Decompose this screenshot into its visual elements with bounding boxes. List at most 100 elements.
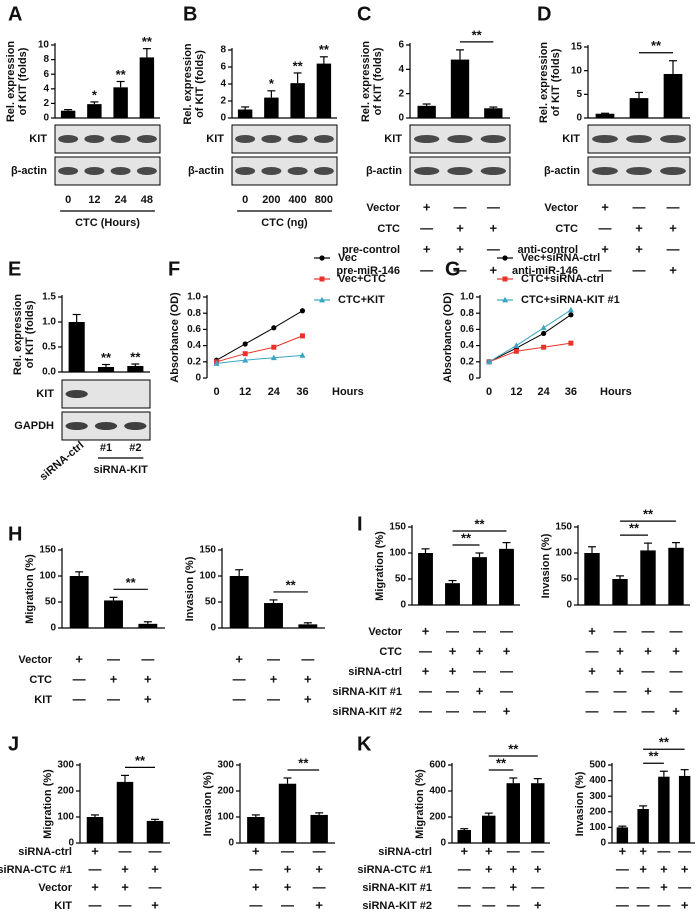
y-tick-label: 0.6	[460, 324, 474, 335]
y-axis-label: Absorbance (OD)	[169, 292, 181, 383]
condition-label: siRNA-ctrl	[18, 846, 72, 858]
y-tick-label: 2	[398, 88, 404, 99]
y-tick-label: 6	[398, 40, 404, 51]
condition-sign: —	[531, 843, 544, 858]
y-tick-label: 0	[468, 373, 474, 384]
significance: **	[651, 38, 662, 53]
y-tick-label: 0	[68, 838, 74, 849]
condition-sign: —	[507, 897, 520, 912]
blot-band	[110, 135, 131, 143]
condition-sign: +	[121, 879, 129, 894]
condition-sign: +	[490, 262, 498, 277]
y-tick-label: 2	[220, 96, 226, 107]
condition-sign: —	[473, 663, 486, 678]
blot-band	[626, 135, 652, 143]
condition-sign: +	[423, 241, 431, 256]
series-line	[216, 354, 303, 364]
condition-sign: +	[304, 671, 312, 686]
blot-band	[84, 135, 105, 143]
blot-band	[414, 167, 440, 175]
y-tick-label: 0	[228, 838, 234, 849]
bar	[69, 576, 89, 628]
condition-sign: +	[660, 861, 668, 876]
significance: **	[496, 755, 507, 770]
y-tick-label: 100	[389, 548, 406, 559]
condition-sign: —	[633, 262, 646, 277]
condition-sign: —	[500, 663, 513, 678]
blot-band	[480, 135, 507, 143]
series-line	[488, 342, 571, 363]
condition-sign: +	[639, 843, 647, 858]
condition-sign: +	[144, 691, 152, 706]
condition-sign: +	[476, 643, 484, 658]
condition-sign: —	[149, 879, 162, 894]
condition-sign: —	[458, 861, 471, 876]
condition-sign: +	[315, 861, 323, 876]
blot-label: KIT	[206, 133, 224, 145]
condition-label: siRNA-ctrl	[348, 666, 402, 678]
condition-sign: —	[473, 703, 486, 718]
condition-sign: +	[660, 879, 668, 894]
condition-sign: +	[235, 651, 243, 666]
marker	[271, 344, 277, 350]
bar	[264, 603, 283, 628]
y-tick-label: 100	[39, 571, 56, 582]
x-tick-label: 24	[538, 386, 551, 398]
blot-band	[58, 167, 79, 175]
blot-band	[287, 167, 308, 175]
condition-sign: +	[639, 861, 647, 876]
blot-band	[447, 167, 473, 175]
condition-sign: +	[304, 691, 312, 706]
y-axis-label: of KIT (folds)	[372, 47, 384, 115]
x-tick-label: 0	[213, 386, 219, 398]
y-tick-label: 200	[217, 786, 234, 797]
condition-sign: —	[487, 199, 500, 214]
significance: **	[648, 749, 659, 764]
bar	[86, 817, 104, 843]
significance: **	[319, 42, 330, 57]
condition-sign: —	[420, 262, 433, 277]
x-tick-label: #1	[100, 442, 112, 454]
condition-sign: +	[509, 861, 517, 876]
bar	[668, 547, 684, 605]
condition-sign: —	[420, 220, 433, 235]
bar	[499, 548, 514, 605]
bar	[113, 87, 128, 118]
y-tick-label: 0	[210, 623, 216, 634]
condition-sign: —	[586, 703, 599, 718]
y-tick-label: 300	[217, 760, 234, 771]
condition-sign: —	[678, 879, 691, 894]
y-tick-label: 0.6	[187, 324, 201, 335]
condition-sign: —	[249, 861, 262, 876]
condition-sign: —	[482, 879, 495, 894]
condition-sign: —	[446, 683, 459, 698]
bar	[484, 108, 503, 118]
panel-label: E	[8, 258, 21, 280]
bar	[663, 73, 683, 118]
significance: **	[116, 67, 127, 82]
x-tick-label: 36	[296, 386, 308, 398]
y-tick-label: 1.0	[460, 292, 474, 303]
y-tick-label: 10	[38, 40, 50, 51]
condition-sign: —	[313, 843, 326, 858]
condition-sign: +	[534, 861, 542, 876]
series-line	[488, 309, 572, 363]
condition-label: Vector	[544, 202, 578, 214]
y-axis-label: of KIT (folds)	[24, 300, 36, 368]
y-tick-label: 0.4	[460, 340, 474, 351]
y-tick-label: 0	[576, 113, 582, 124]
blot-label: β-actin	[544, 165, 580, 177]
y-axis-label: Migration (%)	[414, 769, 426, 839]
condition-sign: —	[507, 843, 520, 858]
legend-label: CTC+KIT	[338, 294, 385, 306]
condition-sign: —	[89, 897, 102, 912]
condition-sign: +	[672, 643, 680, 658]
y-axis-label: Rel. expression	[182, 43, 194, 125]
y-tick-label: 200	[589, 806, 606, 817]
condition-label: CTC	[379, 646, 402, 658]
y-axis-label: of KIT (folds)	[17, 47, 29, 115]
bar	[616, 827, 629, 843]
condition-sign: +	[476, 683, 484, 698]
marker	[541, 330, 547, 337]
condition-sign: +	[669, 262, 677, 277]
